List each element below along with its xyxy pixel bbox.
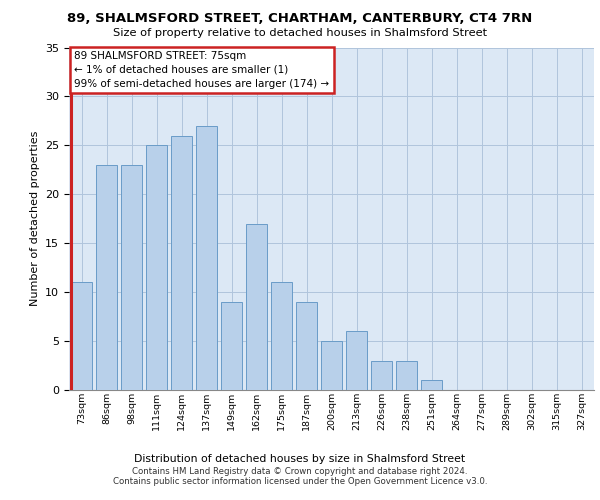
Bar (171, 136, 192, 390)
Bar (371, 360, 392, 390)
Bar (296, 302, 317, 390)
Text: Distribution of detached houses by size in Shalmsford Street: Distribution of detached houses by size … (134, 454, 466, 464)
Bar (146, 146, 167, 390)
Y-axis label: Number of detached properties: Number of detached properties (29, 131, 40, 306)
Bar (246, 224, 267, 390)
Bar (71, 282, 92, 390)
Bar (121, 165, 142, 390)
Text: 89 SHALMSFORD STREET: 75sqm
← 1% of detached houses are smaller (1)
99% of semi-: 89 SHALMSFORD STREET: 75sqm ← 1% of deta… (74, 51, 329, 89)
Text: Contains public sector information licensed under the Open Government Licence v3: Contains public sector information licen… (113, 477, 487, 486)
Bar (196, 126, 217, 390)
Bar (321, 341, 342, 390)
Text: Size of property relative to detached houses in Shalmsford Street: Size of property relative to detached ho… (113, 28, 487, 38)
Text: Contains HM Land Registry data © Crown copyright and database right 2024.: Contains HM Land Registry data © Crown c… (132, 467, 468, 476)
Bar (421, 380, 442, 390)
Bar (271, 282, 292, 390)
Bar (221, 302, 242, 390)
Bar (396, 360, 417, 390)
Bar (346, 332, 367, 390)
Text: 89, SHALMSFORD STREET, CHARTHAM, CANTERBURY, CT4 7RN: 89, SHALMSFORD STREET, CHARTHAM, CANTERB… (67, 12, 533, 26)
Bar (96, 165, 117, 390)
